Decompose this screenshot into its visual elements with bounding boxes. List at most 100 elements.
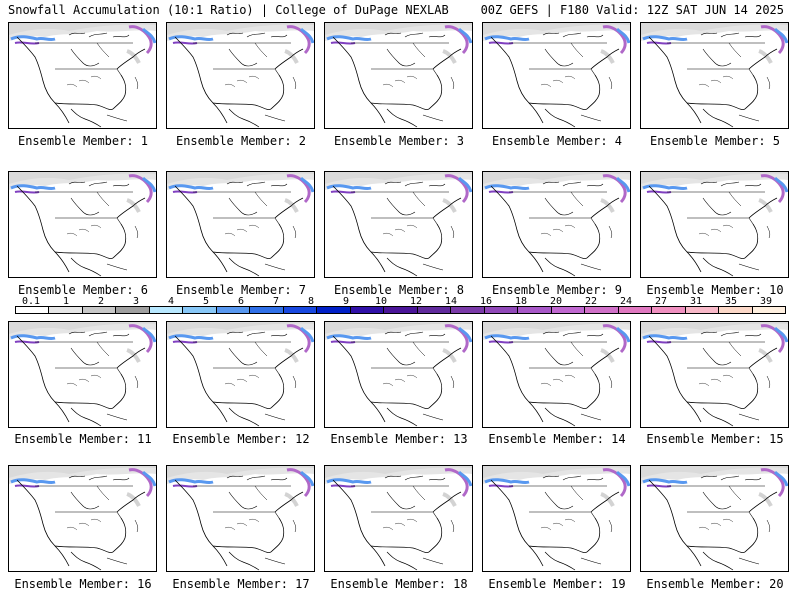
colorbar-swatch [617,306,653,314]
ensemble-member-label: Ensemble Member: 7 [175,283,307,297]
ensemble-map-panel [482,171,631,278]
colorbar-swatch [48,306,83,314]
colorbar-swatch [383,306,418,314]
ensemble-map-panel [8,321,157,428]
colorbar-tick-label: 14 [444,296,458,307]
ensemble-map-panel [640,171,789,278]
ensemble-map-panel [8,171,157,278]
snowfall-map [325,466,472,571]
snowfall-map [167,466,314,571]
colorbar-swatch [81,306,117,314]
snowfall-map [641,322,788,427]
snowfall-map [641,466,788,571]
ensemble-map-panel [482,22,631,129]
colorbar-swatch [249,306,284,314]
snowfall-map [483,172,630,277]
colorbar-tick-label: 22 [584,296,598,307]
colorbar-tick-label: 6 [237,296,245,307]
colorbar-swatch [550,306,586,314]
colorbar-tick-label: 5 [202,296,210,307]
colorbar-tick-label: 4 [167,296,175,307]
colorbar-swatch [282,306,318,314]
colorbar-tick-label: 8 [307,296,315,307]
colorbar-tick-label: 27 [654,296,668,307]
ensemble-member-label: Ensemble Member: 4 [491,134,623,148]
colorbar-tick-label: 31 [689,296,703,307]
snowfall-map [483,322,630,427]
ensemble-member-label: Ensemble Member: 9 [491,283,623,297]
snowfall-map [641,23,788,128]
ensemble-map-panel [324,22,473,129]
colorbar-swatch [584,306,619,314]
colorbar-labels: 0.1 1 2 3 4 5 6 7 8 9 10 12 14 16 18 20 22 24 27 31 35 39 [15,296,785,308]
ensemble-map-panel [324,465,473,572]
colorbar-tick-label: 35 [724,296,738,307]
colorbar-swatch [517,306,552,314]
colorbar-tick-label: 16 [479,296,493,307]
colorbar-swatch [751,306,786,314]
ensemble-member-label: Ensemble Member: 12 [172,432,310,446]
ensemble-map-panel [482,465,631,572]
ensemble-member-label: Ensemble Member: 2 [175,134,307,148]
snowfall-map [9,172,156,277]
ensemble-member-label: Ensemble Member: 11 [14,432,152,446]
chart-title-right: 00Z GEFS | F180 Valid: 12Z SAT JUN 14 20… [480,3,784,17]
ensemble-member-label: Ensemble Member: 14 [488,432,626,446]
snowfall-map [483,466,630,571]
colorbar-swatch [651,306,686,314]
ensemble-map-panel [8,22,157,129]
colorbar-tick-label: 18 [514,296,528,307]
ensemble-member-label: Ensemble Member: 17 [172,577,310,591]
colorbar-swatch [684,306,720,314]
ensemble-member-label: Ensemble Member: 18 [330,577,468,591]
snowfall-map [325,23,472,128]
ensemble-map-panel [640,465,789,572]
ensemble-member-label: Ensemble Member: 3 [333,134,465,148]
ensemble-member-label: Ensemble Member: 19 [488,577,626,591]
colorbar-swatch [115,306,150,314]
colorbar-swatch [148,306,184,314]
colorbar-tick-label: 0.1 [21,296,41,307]
colorbar-swatch [416,306,452,314]
colorbar-swatch [718,306,753,314]
ensemble-member-label: Ensemble Member: 5 [649,134,781,148]
colorbar [15,306,786,318]
colorbar-tick-label: 7 [272,296,280,307]
ensemble-member-label: Ensemble Member: 20 [646,577,784,591]
snowfall-map [641,172,788,277]
ensemble-member-label: Ensemble Member: 8 [333,283,465,297]
chart-title-left: Snowfall Accumulation (10:1 Ratio) | Col… [8,3,449,17]
colorbar-swatch [15,306,50,314]
ensemble-member-label: Ensemble Member: 10 [646,283,784,297]
ensemble-map-panel [166,171,315,278]
snowfall-map [483,23,630,128]
colorbar-tick-label: 24 [619,296,633,307]
ensemble-map-panel [166,22,315,129]
snowfall-map [167,172,314,277]
ensemble-map-panel [640,22,789,129]
colorbar-swatch [316,306,351,314]
colorbar-tick-label: 20 [549,296,563,307]
ensemble-member-label: Ensemble Member: 6 [17,283,149,297]
colorbar-tick-label: 3 [132,296,140,307]
colorbar-tick-label: 1 [62,296,70,307]
snowfall-map [167,23,314,128]
ensemble-map-panel [482,321,631,428]
ensemble-map-panel [166,465,315,572]
snowfall-map [9,23,156,128]
snowfall-map [325,322,472,427]
colorbar-swatch [450,306,485,314]
ensemble-member-label: Ensemble Member: 15 [646,432,784,446]
snowfall-map [325,172,472,277]
colorbar-tick-label: 39 [759,296,773,307]
ensemble-member-label: Ensemble Member: 16 [14,577,152,591]
snowfall-map [9,322,156,427]
snowfall-map [9,466,156,571]
ensemble-map-panel [640,321,789,428]
ensemble-member-label: Ensemble Member: 13 [330,432,468,446]
ensemble-map-panel [166,321,315,428]
colorbar-tick-label: 10 [374,296,388,307]
colorbar-tick-label: 9 [342,296,350,307]
ensemble-member-label: Ensemble Member: 1 [17,134,149,148]
colorbar-swatch [483,306,519,314]
